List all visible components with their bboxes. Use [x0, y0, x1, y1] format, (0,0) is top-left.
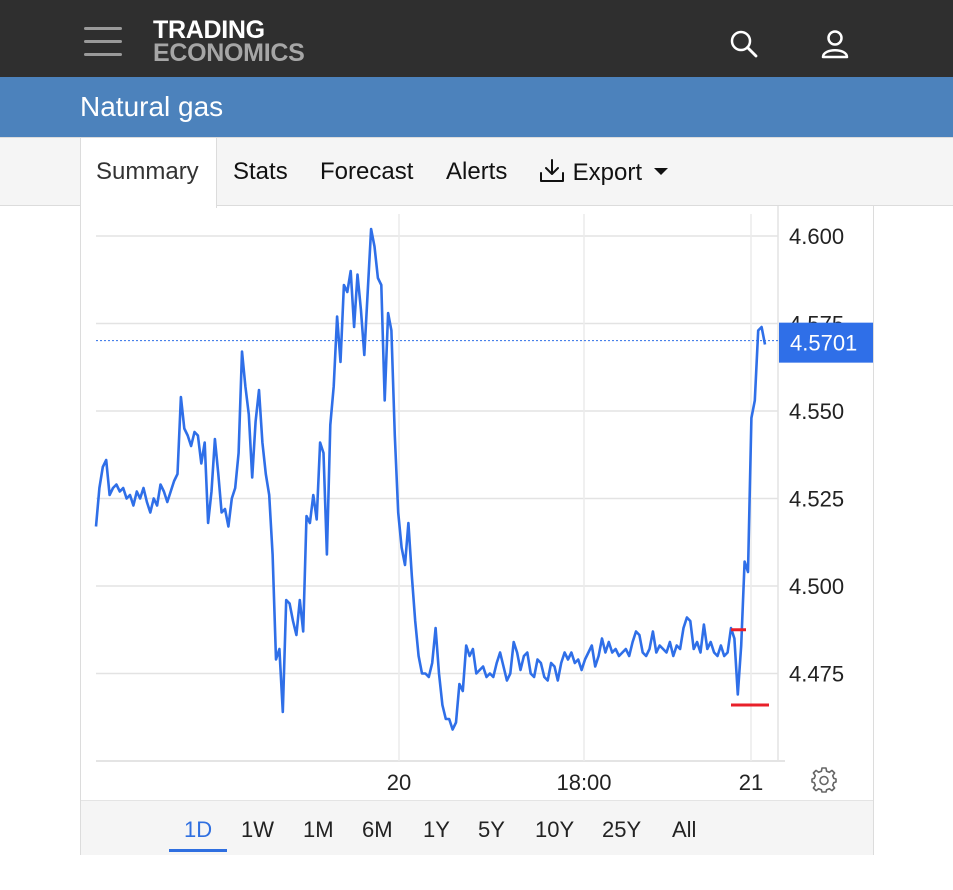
x-tick-label: 18:00	[556, 770, 611, 795]
range-all[interactable]: All	[672, 817, 697, 842]
range-1d[interactable]: 1D	[184, 817, 213, 842]
y-tick-label: 4.500	[789, 574, 844, 599]
tab-forecast-label: Forecast	[320, 158, 414, 185]
download-icon	[540, 159, 564, 182]
y-tick-label: 4.525	[789, 487, 844, 512]
title-bar: Natural gas	[0, 77, 953, 137]
tab-bar: Summary Stats Forecast Alerts Export	[0, 137, 953, 208]
gear-icon[interactable]	[811, 767, 837, 793]
tab-forecast[interactable]: Forecast	[320, 158, 413, 186]
tab-alerts-label: Alerts	[446, 158, 508, 185]
active-range-indicator	[169, 849, 227, 852]
tab-summary-label: Summary	[96, 158, 199, 185]
y-tick-label: 4.475	[789, 662, 844, 687]
tab-alerts[interactable]: Alerts	[446, 158, 507, 186]
last-price-badge	[779, 322, 873, 363]
x-tick-label: 21	[739, 770, 763, 795]
tab-stats-label: Stats	[233, 158, 288, 185]
page-title: Natural gas	[80, 91, 224, 122]
range-25y[interactable]: 25Y	[602, 817, 642, 842]
last-price-value: 4.5701	[790, 331, 857, 356]
range-1y[interactable]: 1Y	[423, 817, 450, 842]
menu-icon[interactable]	[84, 27, 122, 57]
range-5y[interactable]: 5Y	[478, 817, 505, 842]
range-selector: 1D 1W 1M 6M 1Y 5Y 10Y 25Y All	[81, 800, 873, 855]
price-series-line	[94, 227, 767, 731]
export-dropdown[interactable]: Export	[538, 158, 668, 187]
y-tick-label: 4.600	[789, 224, 844, 249]
user-icon[interactable]	[819, 28, 851, 60]
tab-stats[interactable]: Stats	[233, 158, 288, 186]
top-navbar: TRADING ECONOMICS	[0, 0, 953, 77]
range-10y[interactable]: 10Y	[535, 817, 575, 842]
range-1m[interactable]: 1M	[303, 817, 334, 842]
logo-line-1: TRADING	[153, 16, 265, 44]
export-label: Export	[572, 159, 643, 186]
search-icon[interactable]	[728, 28, 760, 60]
logo[interactable]: TRADING ECONOMICS	[153, 16, 305, 67]
logo-line-2: ECONOMICS	[153, 39, 305, 67]
range-1w[interactable]: 1W	[241, 817, 274, 842]
x-tick-label: 20	[387, 770, 411, 795]
range-6m[interactable]: 6M	[362, 817, 393, 842]
y-tick-label: 4.550	[789, 399, 844, 424]
tab-summary[interactable]: Summary	[80, 138, 217, 208]
chevron-down-icon	[653, 168, 668, 176]
